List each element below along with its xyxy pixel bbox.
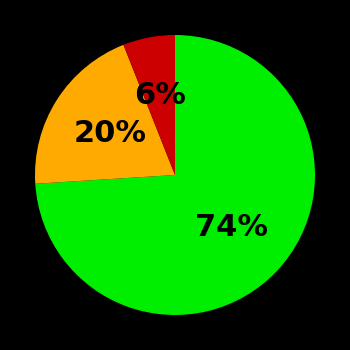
Text: 74%: 74% bbox=[195, 213, 268, 242]
Wedge shape bbox=[35, 35, 315, 315]
Wedge shape bbox=[35, 45, 175, 184]
Text: 6%: 6% bbox=[134, 81, 186, 110]
Wedge shape bbox=[124, 35, 175, 175]
Text: 20%: 20% bbox=[74, 119, 147, 148]
